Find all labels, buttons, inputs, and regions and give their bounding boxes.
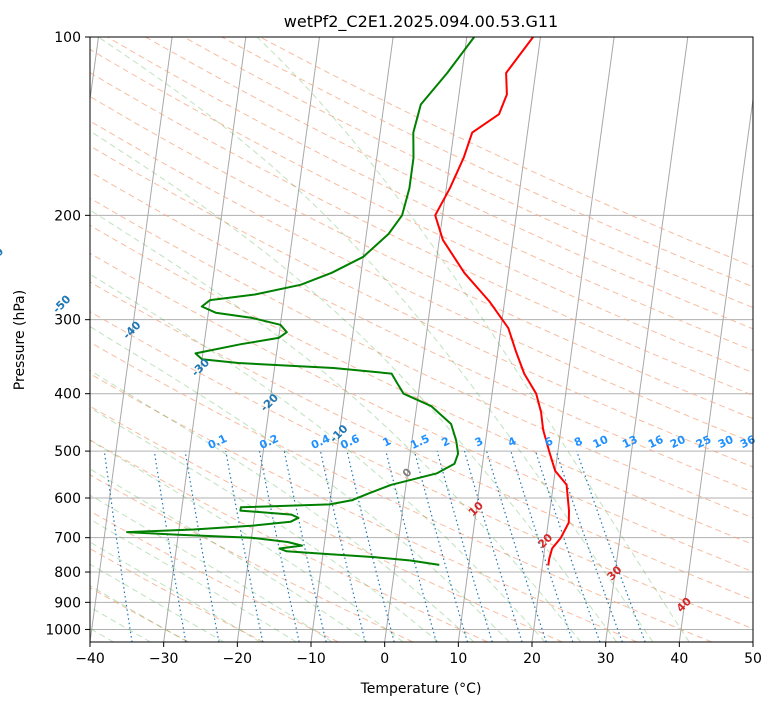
mixing-ratio-label: 13 xyxy=(620,433,639,451)
mixing-ratio-line xyxy=(103,451,133,642)
isotherm-line xyxy=(457,37,541,642)
dry-adiabat xyxy=(90,373,638,642)
y-tick-label: 1000 xyxy=(45,622,81,638)
dry-adiabat xyxy=(221,37,753,288)
x-tick-label: 0 xyxy=(380,651,389,667)
isotherm-line xyxy=(384,37,468,642)
y-tick-label: 200 xyxy=(54,208,81,224)
mixing-ratio-label: 16 xyxy=(646,433,666,451)
y-axis: 100 200 300 400 500 600 700 800 900 1000 xyxy=(45,30,90,638)
temperature-profile xyxy=(434,37,570,566)
moist-adiabat xyxy=(90,369,475,642)
dry-adiabat xyxy=(90,311,753,630)
dry-adiabat xyxy=(90,281,753,601)
x-tick-label: −10 xyxy=(296,651,326,667)
moist-adiabat xyxy=(90,468,368,642)
x-axis: −40 −30 −20 −10 0 10 20 30 40 50 xyxy=(75,642,762,667)
mixing-ratio-label: 30 xyxy=(716,433,736,451)
x-tick-label: −40 xyxy=(75,651,105,667)
dry-adiabat xyxy=(90,439,488,642)
plot-background xyxy=(90,37,753,642)
moist-adiabat xyxy=(256,37,690,642)
mixing-ratio-line xyxy=(413,450,469,642)
y-tick-label: 600 xyxy=(54,491,81,507)
moist-adiabat xyxy=(90,439,404,642)
moist-adiabat xyxy=(98,37,654,642)
isotherm-line xyxy=(236,37,320,642)
dry-adiabat xyxy=(90,197,753,519)
mixing-ratio-line xyxy=(436,450,493,642)
mixing-ratio-line xyxy=(184,450,220,642)
dry-adiabat xyxy=(90,252,753,573)
dry-adiabat xyxy=(107,37,753,352)
thermo-background-lines xyxy=(90,37,753,642)
dry-adiabat xyxy=(90,224,753,545)
mixing-ratio-label: 20 xyxy=(668,433,688,451)
mixing-ratio-line xyxy=(510,450,574,642)
dry-adiabat xyxy=(90,95,753,420)
mixing-ratio-line xyxy=(385,450,437,642)
isotherm-line xyxy=(752,638,753,642)
x-tick-label: −20 xyxy=(223,651,253,667)
dry-adiabat xyxy=(90,171,753,493)
moist-adiabat xyxy=(90,541,261,642)
dry-adiabat xyxy=(90,548,264,642)
dry-adiabat xyxy=(90,72,753,396)
y-tick-label: 400 xyxy=(54,387,81,403)
sounding-profiles xyxy=(126,37,570,566)
isotherm-line xyxy=(90,37,99,104)
y-tick-label: 700 xyxy=(54,531,81,547)
isotherm-line xyxy=(163,37,247,642)
x-tick-label: 30 xyxy=(597,651,615,667)
x-tick-label: 10 xyxy=(449,651,467,667)
x-tick-label: 40 xyxy=(670,651,688,667)
y-tick-label: 900 xyxy=(54,595,81,611)
isotherm-line xyxy=(678,95,753,642)
moist-adiabat xyxy=(90,273,546,642)
mixing-ratio-label: 25 xyxy=(694,433,713,451)
moist-adiabat xyxy=(90,563,225,642)
mixing-ratio-line xyxy=(463,450,523,642)
y-tick-label: 800 xyxy=(54,565,81,581)
x-tick-label: 50 xyxy=(744,651,762,667)
x-tick-label: −30 xyxy=(149,651,179,667)
dry-adiabat xyxy=(90,341,712,642)
plot-frame xyxy=(89,36,754,643)
x-tick-label: 20 xyxy=(523,651,541,667)
x-axis-label: Temperature (°C) xyxy=(360,681,482,697)
dewpoint-profile xyxy=(126,37,476,566)
y-tick-label: 300 xyxy=(54,313,81,329)
y-tick-label: 100 xyxy=(54,30,81,46)
isotherm-line xyxy=(90,37,173,642)
chart-title: wetPf2_C2E1.2025.094.00.53.G11 xyxy=(284,12,558,32)
y-axis-label: Pressure (hPa) xyxy=(12,290,28,390)
isotherm-line xyxy=(605,37,689,642)
dry-adiabat xyxy=(90,405,563,642)
dry-adiabat xyxy=(90,510,339,642)
mixing-ratio-line xyxy=(486,450,547,642)
moist-adiabat xyxy=(90,325,510,642)
moist-adiabat xyxy=(90,518,297,642)
mixing-ratio-line xyxy=(153,451,187,642)
isotherm-label: -60 xyxy=(0,245,6,268)
dry-adiabat xyxy=(145,37,753,330)
y-tick-label: 500 xyxy=(54,444,81,460)
mixing-ratio-label: 10 xyxy=(591,433,611,451)
moist-adiabat xyxy=(90,585,188,642)
moist-adiabat xyxy=(90,209,582,642)
